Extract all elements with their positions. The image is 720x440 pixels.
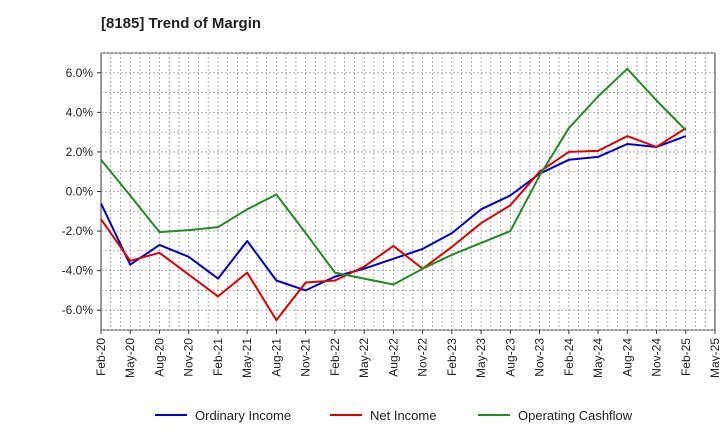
grid — [100, 52, 716, 331]
x-tick-label: May-24 — [591, 338, 605, 378]
x-tick-label: Nov-22 — [416, 338, 430, 377]
x-tick-label: Nov-21 — [299, 338, 313, 377]
y-tick-label: -6.0% — [62, 303, 94, 317]
x-tick-label: Aug-21 — [269, 338, 283, 377]
series-line-operating-cashflow — [100, 67, 687, 286]
legend: Ordinary Income Net Income Operating Cashf… — [155, 408, 633, 423]
series-line-net-income — [100, 127, 687, 322]
x-tick-label: Feb-25 — [679, 338, 693, 376]
legend-label-ordinary-income: Ordinary Income — [195, 408, 291, 423]
legend-label-net-income: Net Income — [370, 408, 436, 423]
y-tick-label: -2.0% — [62, 224, 94, 238]
y-tick-label: 0.0% — [66, 185, 94, 199]
series-line-ordinary-income — [100, 135, 687, 292]
x-tick-label: Feb-21 — [211, 338, 225, 376]
x-tick-label: May-22 — [357, 338, 371, 378]
x-tick-label: May-21 — [240, 338, 254, 378]
x-tick-label: May-25 — [708, 338, 720, 378]
x-tick-label: Aug-23 — [503, 338, 517, 377]
y-tick-label: 2.0% — [66, 145, 94, 159]
axes: 6.0% 4.0% 2.0% 0.0% -2.0% -4.0% -6.0% Feb-20 May… — [62, 66, 720, 378]
x-tick-label: Nov-23 — [533, 338, 547, 377]
x-tick-label: Feb-23 — [445, 338, 459, 376]
x-tick-label: May-23 — [474, 338, 488, 378]
x-tick-label: Aug-20 — [152, 338, 166, 377]
y-tick-label: 6.0% — [66, 66, 94, 80]
x-tick-label: Feb-20 — [94, 338, 108, 376]
x-tick-label: Aug-24 — [620, 338, 634, 377]
plot-area — [100, 52, 716, 331]
x-tick-label: May-20 — [123, 338, 137, 378]
x-tick-label: Feb-22 — [328, 338, 342, 376]
series-lines — [100, 67, 687, 322]
x-tick-label: Nov-20 — [182, 338, 196, 377]
x-tick-label: Aug-22 — [386, 338, 400, 377]
x-tick-label: Nov-24 — [650, 338, 664, 377]
x-tick-label: Feb-24 — [562, 338, 576, 376]
y-tick-label: 4.0% — [66, 105, 94, 119]
y-tick-label: -4.0% — [62, 264, 94, 278]
legend-label-operating-cashflow: Operating Cashflow — [518, 408, 633, 423]
chart-title: [8185] Trend of Margin — [101, 15, 262, 32]
